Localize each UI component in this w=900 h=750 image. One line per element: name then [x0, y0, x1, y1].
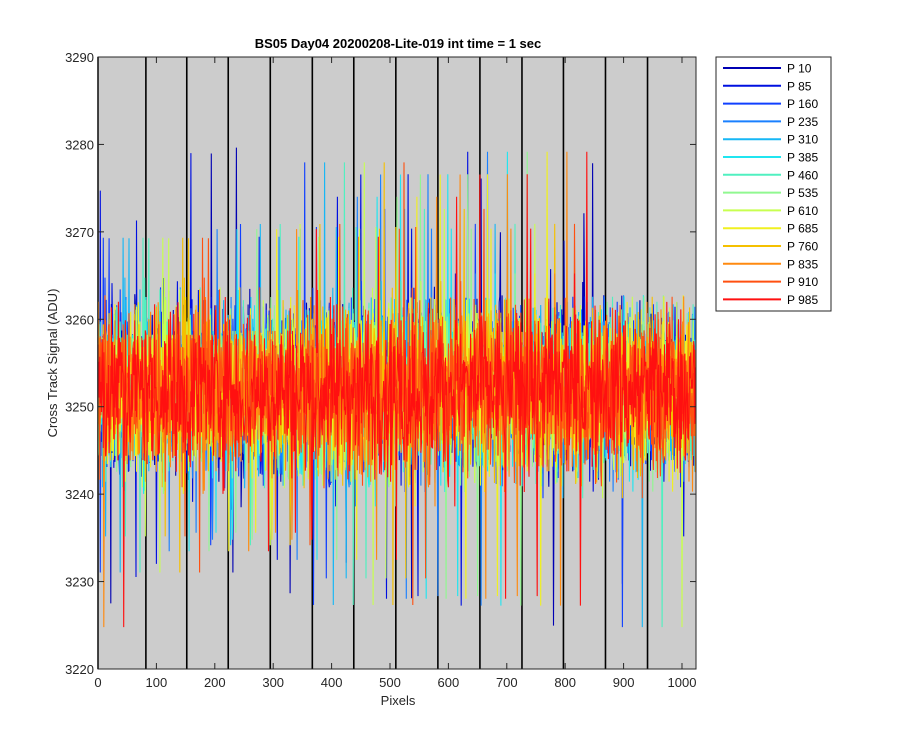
- legend-label: P 235: [787, 115, 818, 129]
- y-tick-label: 3230: [65, 575, 94, 590]
- x-tick-label: 800: [554, 675, 576, 690]
- y-tick-label: 3290: [65, 50, 94, 65]
- series-line-p985: [97, 151, 696, 628]
- chart-title: BS05 Day04 20200208-Lite-019 int time = …: [255, 36, 542, 51]
- y-tick-label: 3260: [65, 312, 94, 327]
- y-tick-label: 3270: [65, 225, 94, 240]
- legend-label: P 85: [787, 79, 812, 93]
- series-lines: [97, 147, 696, 628]
- legend-label: P 685: [787, 222, 818, 236]
- plot-area-frame: [97, 56, 697, 670]
- x-tick-label: 0: [94, 675, 101, 690]
- x-tick-label: 500: [379, 675, 401, 690]
- legend-label: P 610: [787, 204, 818, 218]
- legend-label: P 460: [787, 168, 818, 182]
- y-axis: 3220 3230 3240 3250 3260 3270 3280 3290: [65, 50, 696, 677]
- legend-label: P 910: [787, 275, 818, 289]
- x-tick-label: 400: [321, 675, 343, 690]
- legend-label: P 835: [787, 257, 818, 271]
- legend-label: P 160: [787, 97, 818, 111]
- x-tick-label: 600: [438, 675, 460, 690]
- legend-box: [715, 56, 832, 312]
- x-tick-label: 300: [262, 675, 284, 690]
- x-tick-label: 900: [613, 675, 635, 690]
- legend-label: P 385: [787, 151, 818, 165]
- y-tick-label: 3220: [65, 662, 94, 677]
- x-tick-label: 100: [146, 675, 168, 690]
- x-tick-label: 200: [204, 675, 226, 690]
- x-tick-label: 1000: [668, 675, 697, 690]
- legend-label: P 760: [787, 240, 818, 254]
- y-tick-label: 3280: [65, 137, 94, 152]
- y-axis-label: Cross Track Signal (ADU): [45, 289, 60, 438]
- legend-label: P 985: [787, 293, 818, 307]
- legend-label: P 10: [787, 62, 812, 76]
- y-tick-label: 3240: [65, 487, 94, 502]
- x-tick-label: 700: [496, 675, 518, 690]
- legend-label: P 535: [787, 186, 818, 200]
- x-axis-label: Pixels: [381, 693, 416, 708]
- legend-label: P 310: [787, 133, 818, 147]
- y-tick-label: 3250: [65, 400, 94, 415]
- legend: P 10 P 85 P 160 P 235 P 310 P 385 P 460 P 535 P …: [715, 56, 832, 312]
- x-axis: 0 100 200 300 400 500 600 700 800 900 1000: [94, 57, 696, 690]
